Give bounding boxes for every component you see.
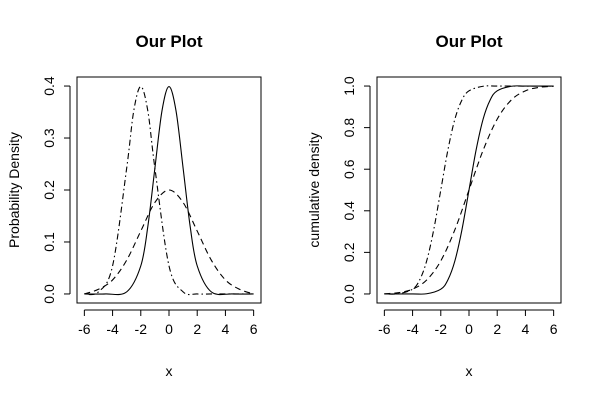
series-line-dotdash bbox=[384, 85, 554, 295]
y-tick-label: 1.0 bbox=[341, 76, 357, 96]
y-axis-title: Probability Density bbox=[6, 132, 22, 248]
y-tick-label: 0.2 bbox=[341, 242, 357, 262]
y-tick-label: 0.8 bbox=[341, 118, 357, 138]
x-tick-label: -2 bbox=[435, 321, 448, 337]
series-line-dashed bbox=[384, 85, 554, 295]
y-tick-label: 0.6 bbox=[341, 159, 357, 179]
x-tick-label: 0 bbox=[465, 321, 473, 337]
chart-title: Our Plot bbox=[135, 32, 202, 51]
x-tick-label: -4 bbox=[406, 321, 419, 337]
chart-title: Our Plot bbox=[435, 32, 502, 51]
y-tick-label: 0.4 bbox=[341, 201, 357, 221]
x-tick-label: 0 bbox=[165, 321, 173, 337]
y-tick-label: 0.2 bbox=[41, 180, 57, 200]
series-line-dotdash bbox=[84, 86, 254, 296]
x-axis-title: x bbox=[166, 363, 173, 379]
x-tick-label: 2 bbox=[193, 321, 201, 337]
x-tick-label: 2 bbox=[493, 321, 501, 337]
y-axis-title: cumulative density bbox=[306, 132, 322, 247]
y-tick-label: 0.3 bbox=[41, 128, 57, 148]
y-tick-label: 0.1 bbox=[41, 232, 57, 252]
x-tick-label: 4 bbox=[522, 321, 530, 337]
x-tick-label: 4 bbox=[222, 321, 230, 337]
chart-panel-1: Our Plot -6 -4 -2 0 2 4 6 0.0 0.1 0.2 0.3 0.4 x Probab… bbox=[6, 32, 262, 379]
y-tick-label: 0.0 bbox=[41, 284, 57, 304]
series-line-dashed bbox=[84, 189, 254, 295]
y-tick-label: 0.0 bbox=[341, 284, 357, 304]
chart-panel-2: Our Plot -6 -4 -2 0 2 4 6 0.0 0.2 0.4 0.6 0.8 1.0 x cum… bbox=[306, 32, 562, 379]
x-axis-title: x bbox=[466, 363, 473, 379]
plot-frame bbox=[76, 76, 262, 304]
series-line-solid bbox=[84, 86, 254, 296]
x-tick-label: -4 bbox=[106, 321, 119, 337]
x-tick-label: -2 bbox=[135, 321, 148, 337]
x-tick-label: -6 bbox=[78, 321, 91, 337]
y-tick-label: 0.4 bbox=[41, 76, 57, 96]
plot-frame bbox=[376, 76, 562, 304]
x-tick-label: -6 bbox=[378, 321, 391, 337]
x-tick-label: 6 bbox=[550, 321, 558, 337]
x-tick-label: 6 bbox=[250, 321, 258, 337]
